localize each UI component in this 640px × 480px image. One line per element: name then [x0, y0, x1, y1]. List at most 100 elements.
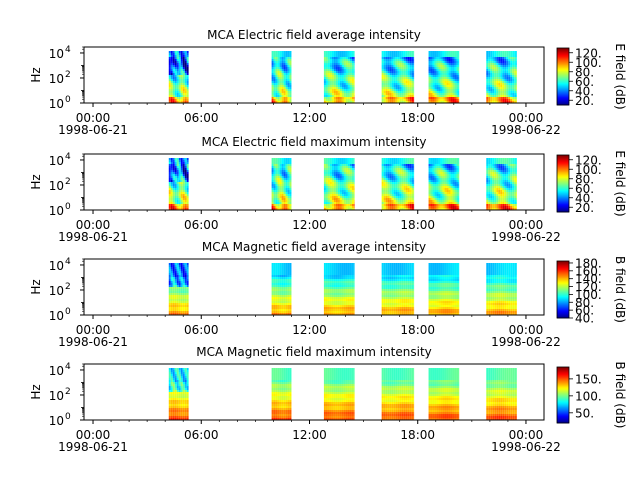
- data-segment: [168, 51, 189, 103]
- y-tick-exponent: 0: [65, 202, 71, 212]
- x-date-label: 1998-06-21: [58, 335, 128, 349]
- y-tick-exponent: 4: [65, 362, 71, 372]
- colorbar-tick-label: 80.: [575, 172, 594, 186]
- y-tick-label: 10: [49, 179, 64, 193]
- colorbar-tick-label: 40.: [575, 312, 594, 326]
- data-segment: [271, 368, 292, 420]
- data-segment: [486, 368, 517, 420]
- x-tick-label: 12:00: [292, 111, 327, 125]
- data-segment: [428, 51, 460, 103]
- y-tick-exponent: 2: [65, 70, 71, 80]
- x-date-label: 1998-06-22: [491, 440, 561, 454]
- colorbar-label: E field (dB): [613, 150, 627, 216]
- colorbar-tick-label: 140.: [575, 272, 602, 286]
- x-tick-label: 18:00: [400, 111, 435, 125]
- data-segment: [381, 158, 415, 210]
- x-tick-label: 12:00: [292, 323, 327, 337]
- plot-frame: [83, 46, 545, 104]
- colorbar-label: E field (dB): [613, 43, 627, 109]
- colorbar-tick-label: 180.: [575, 256, 602, 270]
- data-segment: [381, 368, 415, 420]
- y-tick-exponent: 0: [65, 307, 71, 317]
- colorbar-tick-label: 80.: [575, 65, 594, 79]
- panel-title: MCA Magnetic field average intensity: [202, 240, 426, 254]
- x-date-label: 1998-06-21: [58, 123, 128, 137]
- plot-frame: [83, 363, 545, 421]
- x-tick-label: 06:00: [184, 323, 219, 337]
- colorbar-tick-label: 100.: [575, 389, 602, 403]
- spectrogram-data: [168, 263, 517, 315]
- colorbar-tick-label: 50.: [575, 406, 594, 420]
- x-tick-label: 12:00: [292, 428, 327, 442]
- spectrogram-data: [168, 51, 517, 103]
- y-tick-exponent: 4: [65, 152, 71, 162]
- x-tick-label: 12:00: [292, 218, 327, 232]
- colorbar-tick-label: 40.: [575, 191, 594, 205]
- data-segment: [428, 158, 460, 210]
- colorbar: 40.60.80.100.120.140.160.180. B field (dB…: [556, 256, 627, 326]
- plot-frame: [83, 153, 545, 211]
- data-segment: [323, 368, 355, 420]
- y-tick-label: 10: [49, 259, 64, 273]
- data-segment: [428, 263, 460, 315]
- y-axis-label: Hz: [29, 67, 43, 82]
- x-tick-label: 18:00: [400, 323, 435, 337]
- data-segment: [381, 263, 415, 315]
- x-tick-label: 06:00: [184, 111, 219, 125]
- colorbar-tick-label: 60.: [575, 182, 594, 196]
- y-tick-exponent: 0: [65, 95, 71, 105]
- data-segment: [381, 51, 415, 103]
- y-tick-exponent: 2: [65, 177, 71, 187]
- y-tick-label: 10: [49, 154, 64, 168]
- colorbar-label: B field (dB): [613, 256, 627, 323]
- colorbar-tick-label: 60.: [575, 75, 594, 89]
- x-tick-label: 06:00: [184, 428, 219, 442]
- y-axis-label: Hz: [29, 174, 43, 189]
- y-tick-label: 10: [49, 72, 64, 86]
- colorbar-tick-label: 100.: [575, 288, 602, 302]
- data-segment: [323, 263, 355, 315]
- colorbar-tick-label: 160.: [575, 264, 602, 278]
- colorbar-tick-label: 80.: [575, 296, 594, 310]
- colorbar: 20.40.60.80.100.120. E field (dB): [556, 43, 627, 110]
- y-tick-exponent: 4: [65, 45, 71, 55]
- colorbar-tick-label: 120.: [575, 46, 602, 60]
- x-date-label: 1998-06-21: [58, 230, 128, 244]
- x-date-label: 1998-06-21: [58, 440, 128, 454]
- colorbar-tick-label: 120.: [575, 153, 602, 167]
- data-segment: [486, 263, 517, 315]
- y-tick-exponent: 2: [65, 387, 71, 397]
- y-tick-label: 10: [49, 309, 64, 323]
- x-tick-label: 06:00: [184, 218, 219, 232]
- x-tick-label: 00:00: [76, 323, 111, 337]
- colorbar-tick-label: 150.: [575, 372, 602, 386]
- panel-title: MCA Electric field average intensity: [207, 28, 421, 42]
- colorbar: 20.40.60.80.100.120. E field (dB): [556, 150, 627, 217]
- data-segment: [271, 51, 292, 103]
- data-segment: [428, 368, 460, 420]
- x-tick-label: 00:00: [509, 111, 544, 125]
- spectrogram-data: [168, 158, 517, 210]
- x-tick-label: 00:00: [76, 428, 111, 442]
- y-tick-label: 10: [49, 47, 64, 61]
- colorbar-tick-label: 60.: [575, 304, 594, 318]
- x-tick-label: 18:00: [400, 218, 435, 232]
- colorbar-tick-label: 100.: [575, 56, 602, 70]
- y-tick-label: 10: [49, 97, 64, 111]
- x-tick-label: 00:00: [76, 218, 111, 232]
- data-segment: [168, 158, 189, 210]
- data-segment: [486, 158, 517, 210]
- data-segment: [271, 263, 292, 315]
- y-tick-exponent: 0: [65, 412, 71, 422]
